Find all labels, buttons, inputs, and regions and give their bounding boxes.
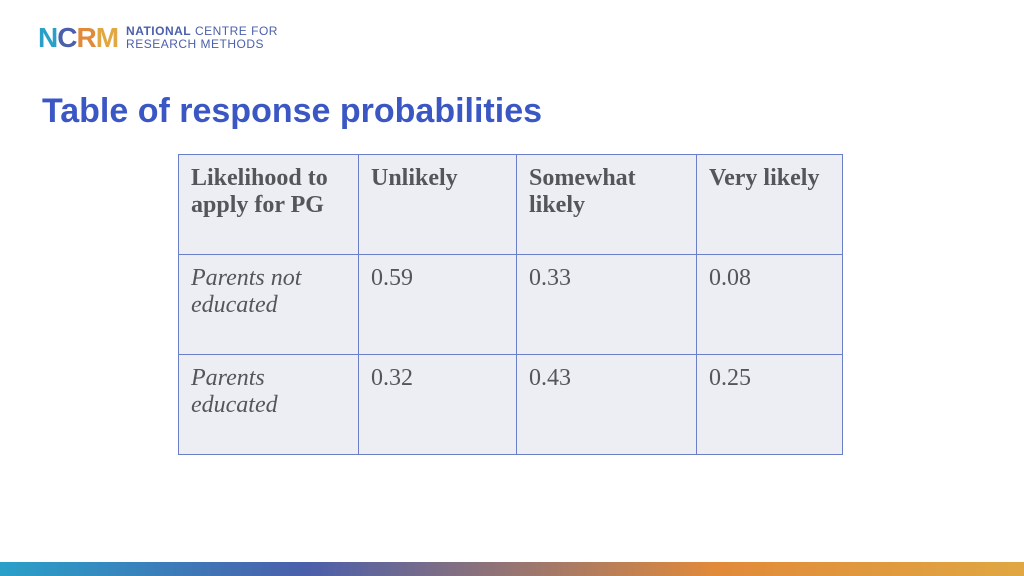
table-header-row: Likelihood to apply for PG Unlikely Some… (179, 155, 843, 255)
logo-text-line2: RESEARCH METHODS (126, 38, 278, 51)
logo-letter-r: R (76, 22, 95, 54)
col-header-unlikely: Unlikely (359, 155, 517, 255)
col-header-likelihood: Likelihood to apply for PG (179, 155, 359, 255)
logo-letter-m: M (96, 22, 118, 54)
logo-text-line1-light: CENTRE FOR (191, 24, 278, 38)
cell-value: 0.08 (697, 255, 843, 355)
logo-letter-n: N (38, 22, 57, 54)
table-row: Parents not educated 0.59 0.33 0.08 (179, 255, 843, 355)
row-label: Parents not educated (179, 255, 359, 355)
table-row: Parents educated 0.32 0.43 0.25 (179, 355, 843, 455)
logo-text-line1-bold: NATIONAL (126, 24, 191, 38)
ncrm-logo-mark: N C R M (38, 22, 118, 54)
page-title: Table of response probabilities (42, 92, 542, 131)
response-probabilities-table: Likelihood to apply for PG Unlikely Some… (178, 154, 843, 455)
footer-gradient-bar (0, 562, 1024, 576)
cell-value: 0.59 (359, 255, 517, 355)
response-probabilities-table-wrapper: Likelihood to apply for PG Unlikely Some… (178, 154, 842, 455)
col-header-somewhat: Somewhat likely (517, 155, 697, 255)
cell-value: 0.33 (517, 255, 697, 355)
col-header-very: Very likely (697, 155, 843, 255)
cell-value: 0.32 (359, 355, 517, 455)
cell-value: 0.25 (697, 355, 843, 455)
logo-letter-c: C (57, 22, 76, 54)
cell-value: 0.43 (517, 355, 697, 455)
ncrm-logo: N C R M NATIONAL CENTRE FOR RESEARCH MET… (38, 22, 278, 54)
row-label: Parents educated (179, 355, 359, 455)
ncrm-logo-text: NATIONAL CENTRE FOR RESEARCH METHODS (126, 25, 278, 51)
